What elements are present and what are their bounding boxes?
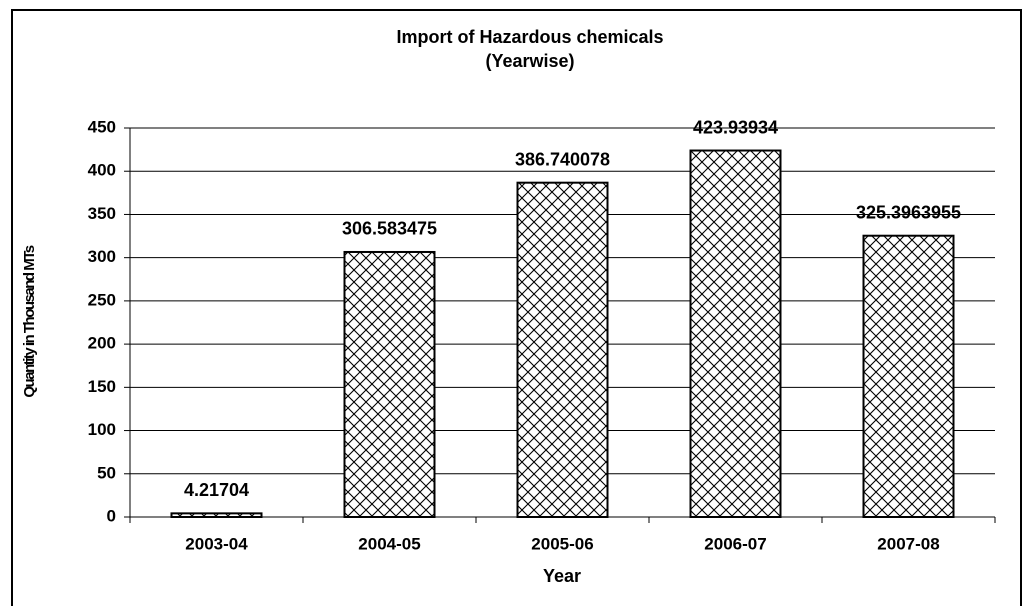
data-label: 386.740078 — [515, 149, 610, 169]
x-tick-label: 2004-05 — [358, 534, 420, 553]
y-tick-label: 50 — [97, 463, 116, 482]
bar — [689, 149, 782, 519]
data-label: 306.583475 — [342, 219, 437, 239]
y-tick-label: 300 — [88, 247, 116, 266]
data-label: 4.21704 — [184, 480, 249, 500]
y-tick-label: 400 — [88, 161, 116, 180]
data-label: 325.3963955 — [856, 202, 961, 222]
x-tick-label: 2003-04 — [185, 534, 248, 553]
y-axis-label: Quantity in Thousand MTs — [21, 245, 38, 397]
y-tick-label: 450 — [88, 117, 116, 136]
x-tick-label: 2005-06 — [531, 534, 593, 553]
bar — [343, 250, 436, 518]
data-label: 423.93934 — [693, 117, 778, 137]
y-tick-label: 0 — [107, 506, 116, 525]
y-tick-label: 250 — [88, 290, 116, 309]
y-tick-label: 150 — [88, 377, 116, 396]
x-axis-label: Year — [543, 566, 581, 586]
bar — [862, 234, 955, 518]
x-tick-label: 2006-07 — [704, 534, 766, 553]
y-tick-label: 100 — [88, 420, 116, 439]
x-tick-label: 2007-08 — [877, 534, 939, 553]
y-tick-label: 350 — [88, 204, 116, 223]
chart-title: Import of Hazardous chemicals — [396, 27, 663, 47]
y-tick-label: 200 — [88, 334, 116, 353]
chart-subtitle: (Yearwise) — [485, 51, 574, 71]
bar — [516, 181, 609, 518]
bar — [170, 512, 263, 519]
chart-border — [11, 9, 1022, 606]
